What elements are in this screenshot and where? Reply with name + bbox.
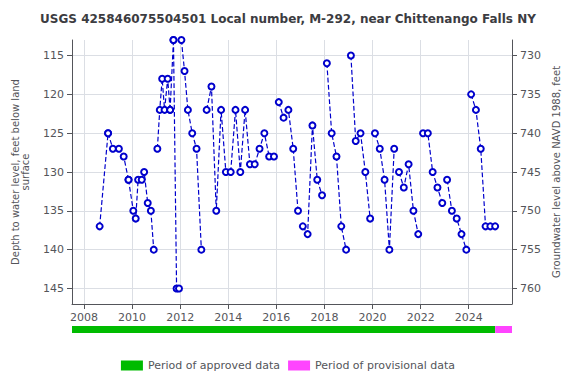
svg-text:755: 755	[520, 243, 541, 256]
svg-text:750: 750	[520, 204, 541, 217]
svg-text:135: 135	[43, 204, 64, 217]
svg-text:115: 115	[43, 49, 64, 62]
svg-text:145: 145	[43, 282, 64, 295]
svg-text:USGS 425846075504501 Local num: USGS 425846075504501 Local number, M-292…	[40, 12, 536, 26]
svg-text:2022: 2022	[407, 311, 435, 324]
svg-text:120: 120	[43, 88, 64, 101]
svg-text:Depth to water level, feet bel: Depth to water level, feet below land	[9, 79, 21, 265]
svg-text:surface: surface	[20, 154, 31, 191]
svg-text:745: 745	[520, 166, 541, 179]
svg-text:2008: 2008	[70, 311, 98, 324]
svg-text:Period of provisional data: Period of provisional data	[315, 359, 455, 372]
svg-text:730: 730	[520, 49, 541, 62]
svg-text:130: 130	[43, 166, 64, 179]
svg-text:735: 735	[520, 88, 541, 101]
svg-text:2018: 2018	[310, 311, 338, 324]
svg-text:Groundwater level above NAVD 1: Groundwater level above NAVD 1988, feet	[551, 66, 562, 278]
svg-text:2014: 2014	[214, 311, 242, 324]
svg-text:2016: 2016	[262, 311, 290, 324]
svg-text:2024: 2024	[455, 311, 483, 324]
svg-text:760: 760	[520, 282, 541, 295]
svg-text:2020: 2020	[359, 311, 387, 324]
svg-text:125: 125	[43, 127, 64, 140]
svg-text:2012: 2012	[166, 311, 194, 324]
svg-text:Period of approved data: Period of approved data	[148, 359, 280, 372]
svg-text:2010: 2010	[118, 311, 146, 324]
svg-text:740: 740	[520, 127, 541, 140]
svg-text:140: 140	[43, 243, 64, 256]
